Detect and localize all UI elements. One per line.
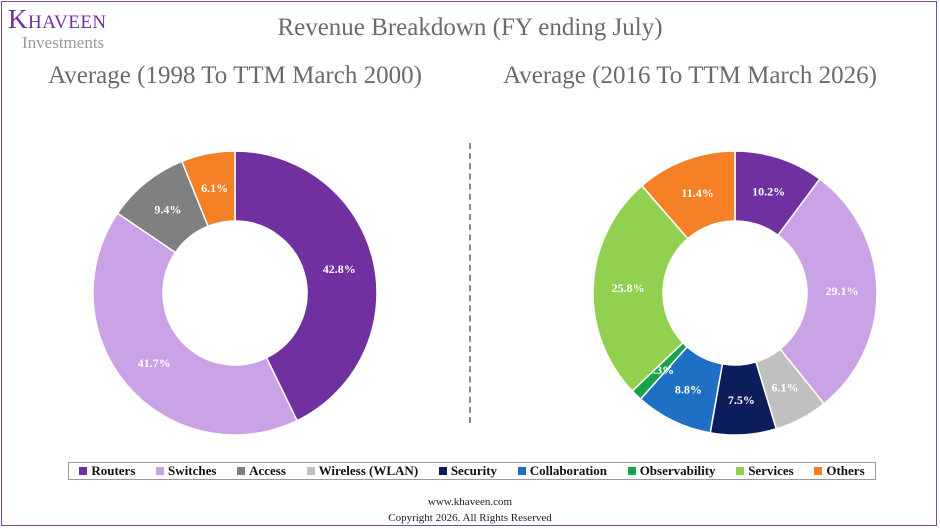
legend-item-routers: Routers [79, 463, 135, 479]
legend-item-services: Services [736, 463, 794, 479]
logo-subtitle: Investments [22, 33, 105, 52]
slice-services [592, 184, 689, 393]
slice-routers [234, 150, 378, 422]
legend-label: Observability [639, 463, 716, 478]
legend-item-collaboration: Collaboration [517, 463, 608, 479]
legend-label: Security [450, 463, 498, 478]
data-label-routers: 42.8% [323, 262, 356, 276]
legend: Routers Switches Access Wireless (WLAN) Secu… [68, 462, 876, 480]
data-label-switches: 29.1% [825, 284, 858, 298]
data-label-collaboration: 8.8% [675, 382, 702, 396]
logo: Khaveen Investments [8, 4, 148, 52]
data-label-others: 6.1% [201, 181, 228, 195]
chart-subtitle-right: Average (2016 To TTM March 2026) [503, 62, 877, 89]
legend-swatch [156, 467, 165, 475]
legend-label: Routers [91, 463, 136, 478]
footer-copyright: Copyright 2026. All Rights Reserved [388, 512, 552, 524]
legend-label: Wireless (WLAN) [318, 463, 419, 478]
legend-item-security: Security [438, 463, 498, 479]
divider [469, 143, 471, 423]
data-label-services: 25.8% [612, 281, 645, 295]
slice-switches [776, 178, 878, 405]
page-title: Revenue Breakdown (FY ending July) [277, 14, 663, 41]
legend-item-observability: Observability [627, 463, 716, 479]
legend-swatch [237, 467, 246, 475]
data-label-wireless-wlan: 6.1% [771, 381, 798, 395]
legend-swatch [814, 467, 823, 475]
slice-others [180, 150, 236, 228]
legend-item-switches: Switches [156, 463, 216, 479]
legend-item-others: Others [814, 463, 865, 479]
legend-swatch [438, 467, 447, 475]
legend-label: Services [748, 463, 794, 478]
data-label-others: 11.4% [681, 186, 713, 200]
data-label-routers: 10.2% [752, 184, 785, 198]
legend-item-wireless-wlan: Wireless (WLAN) [306, 463, 419, 479]
logo-name: Khaveen [8, 4, 107, 34]
legend-item-access: Access [237, 463, 286, 479]
donut-chart-left: 42.8% 41.7% 9.4% 6.1% [92, 150, 378, 436]
legend-label: Switches [168, 463, 217, 478]
chart-subtitle-left: Average (1998 To TTM March 2000) [48, 62, 422, 89]
data-label-security: 7.5% [728, 393, 755, 407]
legend-label: Collaboration [529, 463, 608, 478]
legend-swatch [79, 467, 88, 475]
slice-switches [92, 212, 299, 436]
slice-others [640, 150, 736, 240]
legend-swatch [736, 467, 745, 475]
footer-url: www.khaveen.com [427, 496, 513, 508]
legend-label: Others [826, 463, 865, 478]
data-label-access: 9.4% [154, 203, 181, 217]
donut-chart-right: 10.2%29.1%6.1%7.5%8.8%1.3%25.8%11.4% [592, 150, 878, 436]
legend-swatch [627, 467, 636, 475]
legend-swatch [517, 467, 526, 475]
legend-label: Access [249, 463, 286, 478]
data-label-switches: 41.7% [138, 356, 171, 370]
legend-swatch [306, 467, 315, 475]
